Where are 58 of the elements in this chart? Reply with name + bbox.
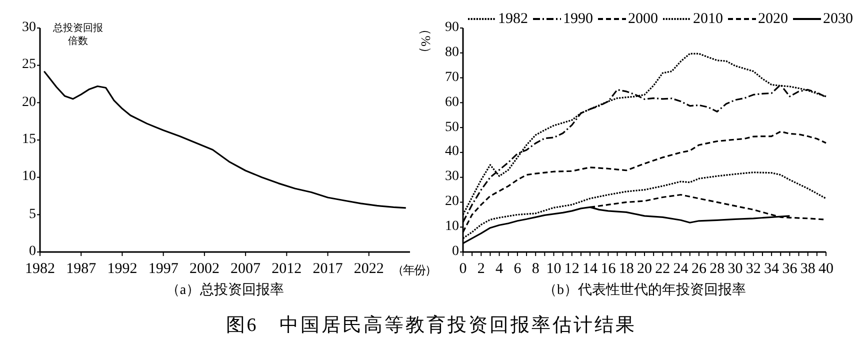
y-tick-label: 90 — [445, 19, 459, 37]
x-tick-label: 34 — [764, 260, 780, 278]
y-tick-label: 10 — [22, 168, 36, 186]
x-axis-title: （年份） — [392, 262, 436, 278]
x-tick-label: 2022 — [354, 260, 384, 278]
x-tick-label: 2 — [477, 260, 485, 278]
y-tick-label: 30 — [445, 168, 459, 186]
y-tick-label: 10 — [445, 218, 459, 236]
x-tick-label: 1987 — [66, 260, 96, 278]
y-tick-label: 40 — [445, 143, 459, 162]
x-tick-label: 40 — [818, 260, 834, 278]
x-tick-label: 6 — [514, 260, 522, 278]
y-tick-label: 70 — [445, 68, 459, 87]
y-axis-title: 总投资回报倍数 — [52, 22, 104, 48]
legend-label: 2020 — [758, 10, 788, 28]
x-tick-label: 18 — [618, 260, 634, 278]
text: （a）总投资回报率 — [166, 282, 284, 300]
x-tick-label: 2017 — [312, 260, 343, 278]
x-tick-label: 1982 — [25, 260, 55, 278]
legend-label: 1982 — [498, 10, 528, 28]
y-tick-label: 25 — [22, 56, 36, 74]
x-tick-label: 12 — [564, 260, 580, 278]
y-tick-label: 20 — [445, 193, 459, 212]
legend-label: 1990 — [563, 10, 593, 28]
x-tick-label: 38 — [800, 260, 816, 278]
x-tick-label: 8 — [532, 260, 540, 278]
x-tick-label: 1997 — [148, 260, 178, 278]
x-tick-label: 32 — [746, 260, 761, 278]
y-tick-label: 0 — [452, 243, 459, 261]
x-tick-label: 2007 — [230, 260, 261, 278]
x-tick-label: 10 — [546, 260, 562, 278]
x-tick-label: 14 — [582, 260, 598, 278]
x-tick-label: 28 — [710, 260, 725, 278]
y-tick-label: 30 — [22, 19, 36, 37]
x-tick-label: 24 — [673, 260, 688, 278]
x-tick-label: 36 — [782, 260, 798, 278]
x-tick-label: 30 — [728, 260, 743, 278]
caption: 图6 中国居民高等教育投资回报率估计结果 — [226, 314, 636, 338]
x-tick-label: 22 — [655, 260, 670, 278]
y-tick-label: 5 — [29, 206, 36, 224]
y-tick-label: 60 — [445, 94, 459, 112]
x-tick-label: 20 — [637, 260, 652, 278]
legend-label: 2030 — [823, 10, 853, 28]
x-tick-label: 2002 — [189, 260, 220, 278]
legend-label: 2010 — [693, 10, 723, 28]
legend-label: 2000 — [628, 10, 658, 28]
text: （b）代表性世代的年投资回报率 — [543, 282, 746, 300]
x-tick-label: 4 — [496, 260, 504, 278]
y-axis-title: （%） — [417, 22, 434, 60]
y-tick-label: 0 — [29, 243, 36, 261]
x-tick-label: 26 — [691, 260, 706, 278]
x-tick-label: 1992 — [107, 260, 138, 278]
y-tick-label: 80 — [445, 44, 459, 62]
y-tick-label: 20 — [22, 94, 36, 112]
x-tick-label: 16 — [600, 260, 616, 278]
y-tick-label: 50 — [445, 118, 459, 137]
x-tick-label: 2012 — [272, 260, 302, 278]
y-tick-label: 15 — [22, 131, 36, 149]
